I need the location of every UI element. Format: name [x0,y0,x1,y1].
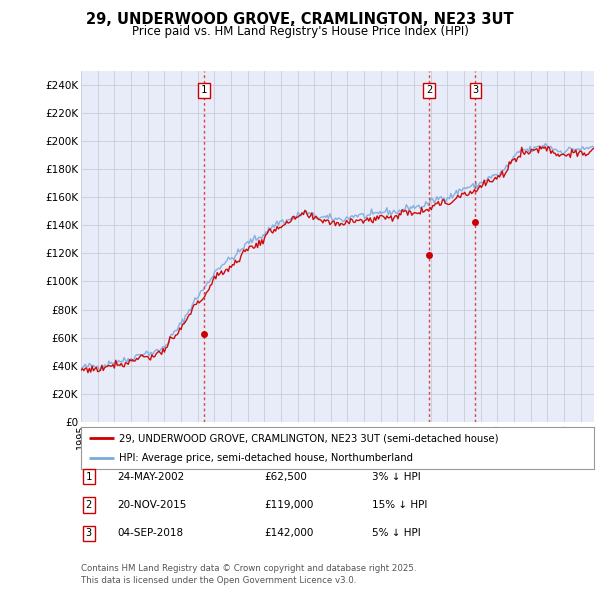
Text: 2: 2 [426,86,432,96]
Text: 24-MAY-2002: 24-MAY-2002 [117,472,184,481]
Text: 29, UNDERWOOD GROVE, CRAMLINGTON, NE23 3UT: 29, UNDERWOOD GROVE, CRAMLINGTON, NE23 3… [86,12,514,27]
Text: £142,000: £142,000 [264,529,313,538]
Text: 1: 1 [201,86,207,96]
Text: 2: 2 [86,500,92,510]
Text: 5% ↓ HPI: 5% ↓ HPI [372,529,421,538]
Text: 20-NOV-2015: 20-NOV-2015 [117,500,187,510]
Text: 29, UNDERWOOD GROVE, CRAMLINGTON, NE23 3UT (semi-detached house): 29, UNDERWOOD GROVE, CRAMLINGTON, NE23 3… [119,433,499,443]
Text: 3: 3 [86,529,92,538]
Text: 3% ↓ HPI: 3% ↓ HPI [372,472,421,481]
Text: 15% ↓ HPI: 15% ↓ HPI [372,500,427,510]
Text: £62,500: £62,500 [264,472,307,481]
Text: 04-SEP-2018: 04-SEP-2018 [117,529,183,538]
Text: Contains HM Land Registry data © Crown copyright and database right 2025.
This d: Contains HM Land Registry data © Crown c… [81,565,416,585]
Text: 3: 3 [472,86,478,96]
Text: Price paid vs. HM Land Registry's House Price Index (HPI): Price paid vs. HM Land Registry's House … [131,25,469,38]
Text: HPI: Average price, semi-detached house, Northumberland: HPI: Average price, semi-detached house,… [119,453,413,463]
Text: £119,000: £119,000 [264,500,313,510]
Text: 1: 1 [86,472,92,481]
